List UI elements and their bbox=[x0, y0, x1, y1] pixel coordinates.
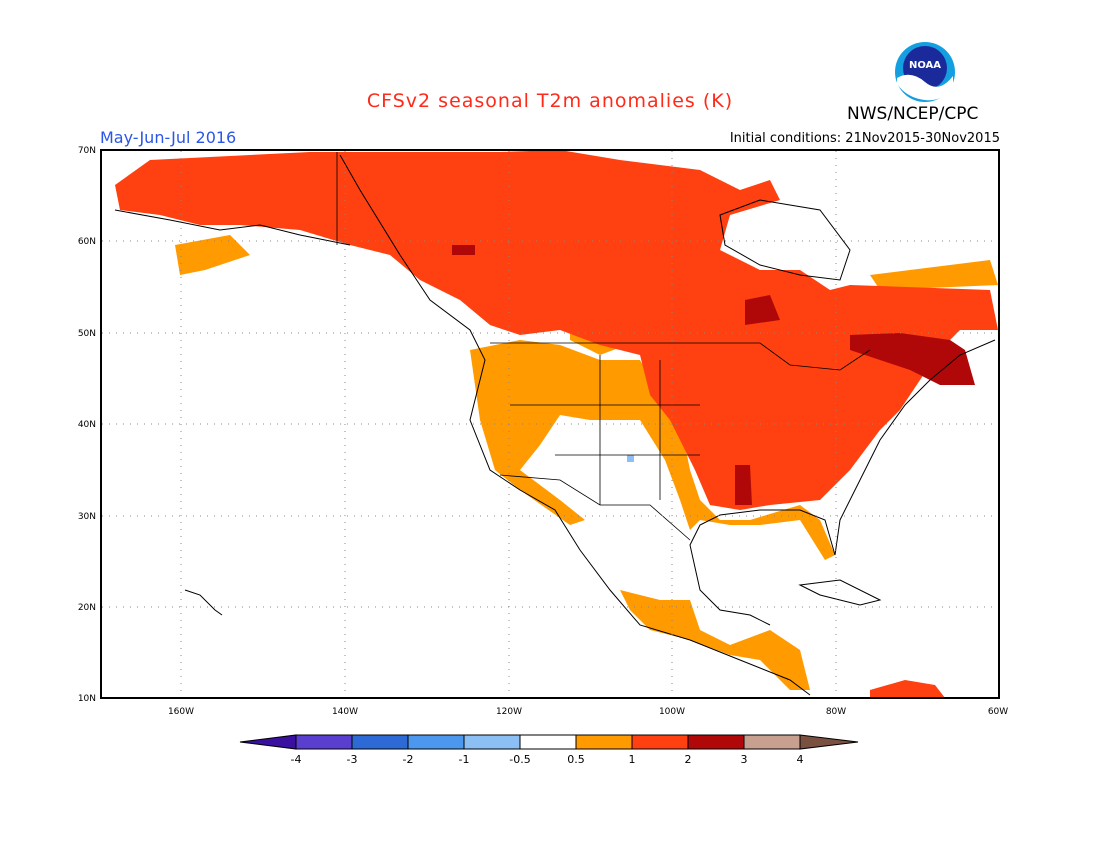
anomaly-region-orange-quebec bbox=[870, 260, 998, 290]
noaa-logo-text: NOAA bbox=[909, 60, 941, 71]
legend-label: 1 bbox=[629, 753, 636, 766]
legend-arrow-left bbox=[239, 734, 297, 750]
lat-label: 20N bbox=[78, 603, 96, 613]
legend-label: -0.5 bbox=[509, 753, 530, 766]
legend-label: 4 bbox=[797, 753, 804, 766]
legend-swatch-5 bbox=[519, 734, 577, 750]
lat-label: 60N bbox=[78, 237, 96, 247]
legend-label: -2 bbox=[403, 753, 414, 766]
legend-swatch-8 bbox=[687, 734, 745, 750]
anomaly-region-darkred-northeast bbox=[850, 333, 975, 385]
graticule bbox=[102, 151, 998, 697]
lon-label: 100W bbox=[659, 707, 685, 717]
coastlines bbox=[114, 154, 996, 696]
season-label: May-Jun-Jul 2016 bbox=[100, 128, 237, 147]
coastline-cuba bbox=[798, 579, 882, 606]
legend-swatch-9 bbox=[743, 734, 801, 750]
lon-label: 140W bbox=[332, 707, 358, 717]
lon-label: 120W bbox=[496, 707, 522, 717]
chart-title: CFSv2 seasonal T2m anomalies (K) bbox=[366, 90, 734, 112]
anomaly-region-orange-mexico bbox=[620, 590, 810, 690]
coastline-atlantic bbox=[834, 339, 996, 556]
legend-label: 0.5 bbox=[567, 753, 585, 766]
noaa-logo: NOAA bbox=[895, 42, 955, 102]
coastline-alaska bbox=[114, 209, 351, 246]
anomaly-region-orange-west bbox=[470, 340, 835, 560]
legend-label: 2 bbox=[685, 753, 692, 766]
anomaly-region-orange-alaska bbox=[175, 235, 250, 275]
legend-swatch-1 bbox=[295, 734, 353, 750]
legend-arrow-right bbox=[799, 734, 859, 750]
legend-labels: -4 -3 -2 -1 -0.5 0.5 1 2 3 4 bbox=[291, 753, 804, 766]
legend-label: -1 bbox=[459, 753, 470, 766]
coastline-hudson-bay bbox=[719, 199, 851, 281]
legend-label: -3 bbox=[347, 753, 358, 766]
political-borders bbox=[336, 152, 871, 541]
coastline-pacific bbox=[339, 154, 811, 696]
lat-label: 70N bbox=[78, 146, 96, 156]
legend-swatch-7 bbox=[631, 734, 689, 750]
org-label: NWS/NCEP/CPC bbox=[847, 104, 979, 124]
legend-swatch-4 bbox=[463, 734, 521, 750]
lat-label: 50N bbox=[78, 329, 96, 339]
map-frame bbox=[100, 149, 1000, 699]
initial-conditions-label: Initial conditions: 21Nov2015-30Nov2015 bbox=[729, 131, 1000, 146]
anomaly-region-darkred-south bbox=[735, 465, 752, 505]
legend-label: -4 bbox=[291, 753, 302, 766]
legend-swatch-6 bbox=[575, 734, 633, 750]
anomaly-region-red-caribbean bbox=[870, 680, 945, 698]
anomaly-region-darkred-nw bbox=[452, 245, 475, 255]
lon-label: 80W bbox=[826, 707, 846, 717]
legend-swatch-3 bbox=[407, 734, 465, 750]
coastline-hawaii bbox=[184, 589, 223, 616]
lon-label: 60W bbox=[988, 707, 1008, 717]
lat-label: 10N bbox=[78, 694, 96, 704]
anomaly-region-darkred-ontario bbox=[745, 295, 780, 325]
lat-labels: 70N 60N 50N 40N 30N 20N 10N bbox=[78, 146, 96, 704]
lon-label: 160W bbox=[168, 707, 194, 717]
lat-label: 30N bbox=[78, 512, 96, 522]
lon-labels: 160W 140W 120W 100W 80W 60W bbox=[168, 707, 1008, 717]
anomaly-fields bbox=[115, 150, 998, 698]
border-us-canada bbox=[490, 342, 871, 371]
anomaly-region-lightblue-pixel bbox=[627, 455, 634, 462]
legend-swatch-2 bbox=[351, 734, 409, 750]
anomaly-region-red-north bbox=[115, 150, 998, 510]
legend-label: 3 bbox=[741, 753, 748, 766]
coastline-gulf bbox=[689, 509, 836, 626]
lat-label: 40N bbox=[78, 420, 96, 430]
color-legend bbox=[239, 734, 859, 750]
